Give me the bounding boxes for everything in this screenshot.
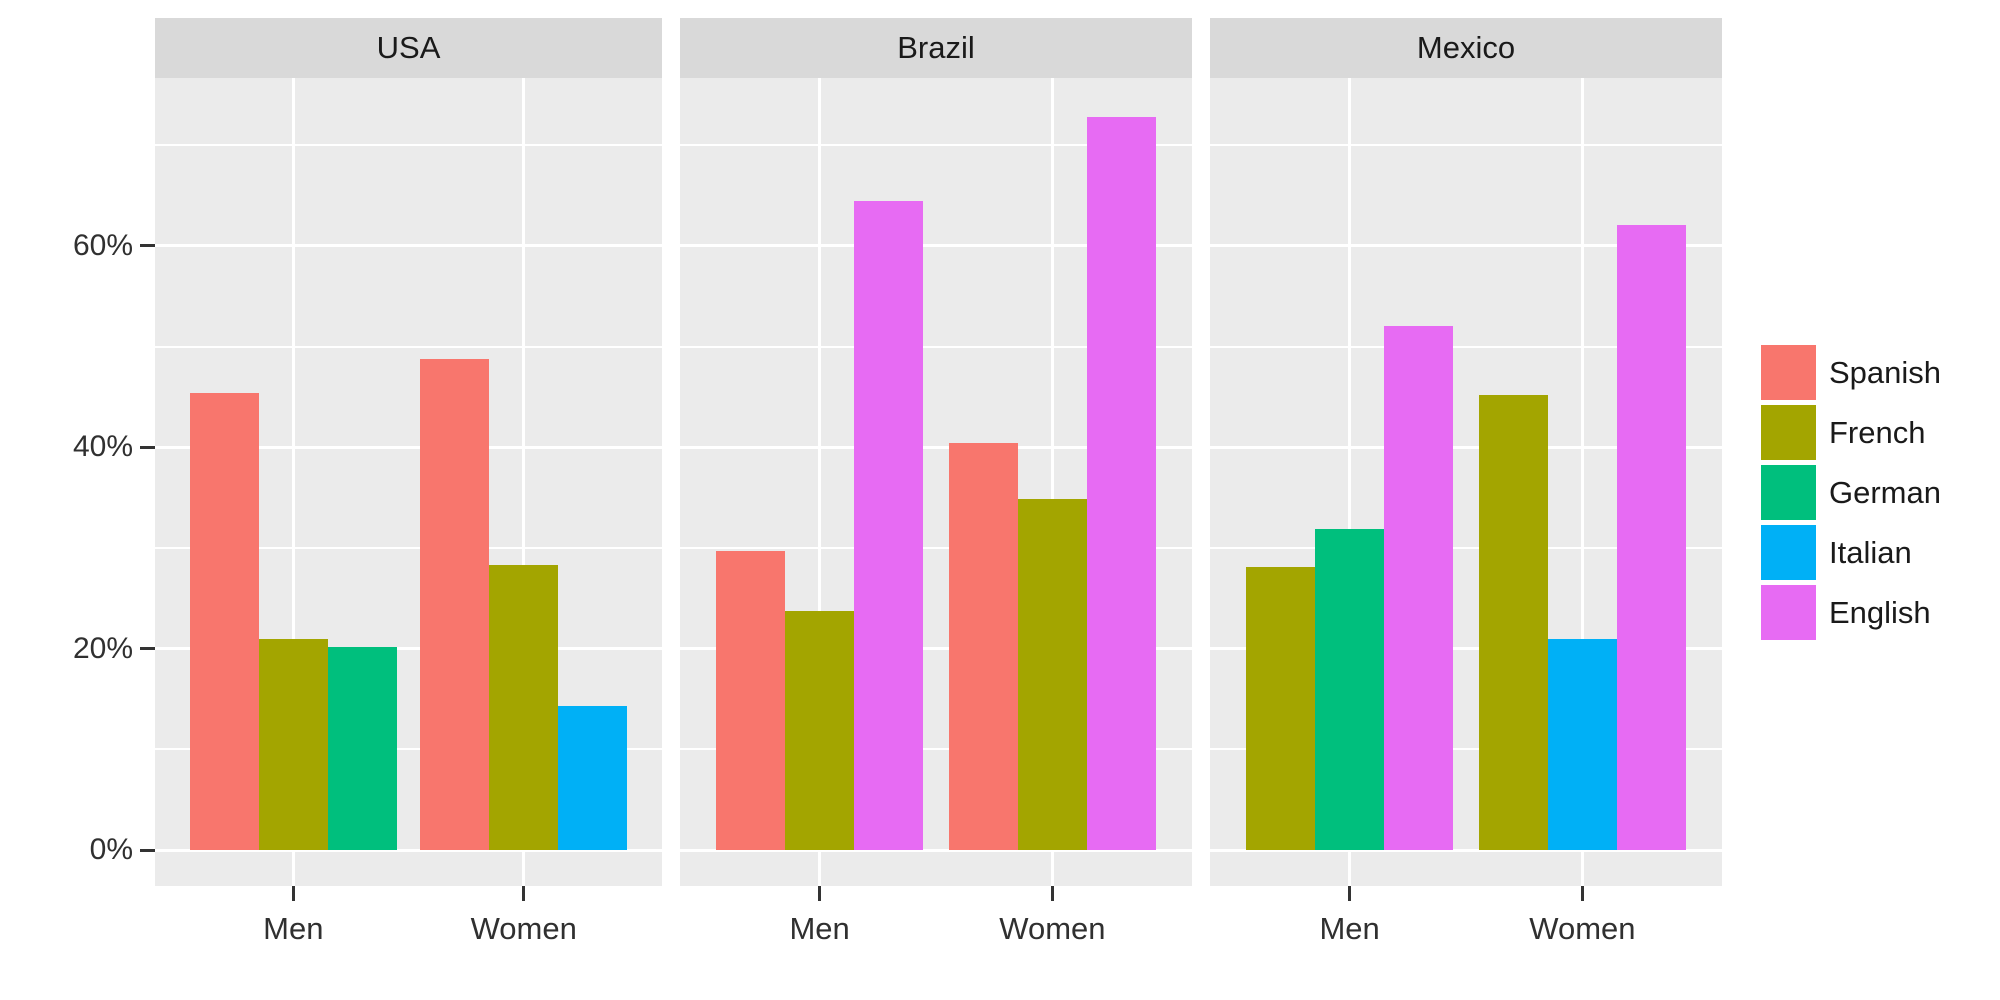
bar-brazil-women-french	[1017, 498, 1087, 850]
x-tick-mark	[818, 886, 822, 901]
legend-item-english: English	[1761, 585, 1941, 640]
y-tick-mark	[140, 445, 155, 449]
y-tick-mark	[140, 647, 155, 651]
minor-gridline	[155, 546, 662, 549]
bar-mexico-women-english	[1616, 224, 1686, 850]
facet-panel-mexico	[1210, 78, 1722, 886]
bar-usa-men-spanish	[189, 392, 259, 850]
facet-panel-brazil	[680, 78, 1192, 886]
bar-usa-women-italian	[558, 706, 628, 850]
bar-brazil-women-spanish	[948, 443, 1018, 850]
legend-label-italian: Italian	[1829, 534, 1912, 570]
x-label-men: Men	[1319, 911, 1380, 946]
legend-item-french: French	[1761, 405, 1941, 460]
bar-usa-women-spanish	[420, 358, 490, 850]
y-label-60-: 60%	[72, 228, 133, 262]
vertical-gridline	[1050, 78, 1054, 886]
bar-usa-men-german	[327, 646, 397, 850]
bar-usa-women-french	[489, 565, 559, 850]
minor-gridline	[680, 546, 1192, 549]
minor-gridline	[680, 345, 1192, 348]
bar-mexico-men-english	[1384, 326, 1454, 850]
legend: Spanish French German Italian English	[1761, 345, 1941, 645]
facet-panel-usa	[155, 78, 662, 886]
minor-gridline	[680, 144, 1192, 147]
y-label-40-: 40%	[72, 430, 133, 464]
x-tick-mark	[1580, 886, 1584, 901]
x-label-men: Men	[789, 911, 850, 946]
legend-label-spanish: Spanish	[1829, 354, 1942, 390]
major-gridline	[1210, 244, 1722, 248]
x-tick-mark	[1348, 886, 1352, 901]
minor-gridline	[1210, 748, 1722, 751]
vertical-gridline	[1580, 78, 1584, 886]
x-label-men: Men	[263, 911, 324, 946]
major-gridline	[680, 244, 1192, 248]
legend-swatch-english	[1761, 585, 1816, 640]
legend-label-french: French	[1829, 414, 1926, 450]
bar-mexico-men-french	[1246, 567, 1316, 850]
minor-gridline	[1210, 144, 1722, 147]
major-gridline	[155, 445, 662, 449]
legend-item-german: German	[1761, 465, 1941, 520]
bar-mexico-men-german	[1315, 528, 1385, 850]
x-label-women: Women	[470, 911, 577, 946]
vertical-gridline	[291, 78, 295, 886]
minor-gridline	[1210, 546, 1722, 549]
x-label-women: Women	[999, 911, 1106, 946]
major-gridline	[1210, 445, 1722, 449]
major-gridline	[680, 445, 1192, 449]
x-label-women: Women	[1529, 911, 1636, 946]
minor-gridline	[155, 144, 662, 147]
minor-gridline	[1210, 345, 1722, 348]
y-label-0-: 0%	[89, 833, 133, 866]
bar-usa-men-french	[258, 638, 328, 850]
minor-gridline	[680, 748, 1192, 751]
minor-gridline	[155, 748, 662, 751]
legend-item-spanish: Spanish	[1761, 345, 1941, 400]
legend-swatch-french	[1761, 405, 1816, 460]
bar-brazil-men-french	[785, 611, 855, 850]
major-gridline	[680, 647, 1192, 651]
bar-brazil-men-english	[854, 200, 924, 850]
bar-mexico-women-french	[1478, 394, 1548, 850]
facet-title: Brazil	[897, 30, 975, 65]
facet-strip-mexico: Mexico	[1210, 18, 1722, 78]
facet-strip-usa: USA	[155, 18, 662, 78]
x-tick-mark	[1050, 886, 1054, 901]
facet-strip-brazil: Brazil	[680, 18, 1192, 78]
facet-title: Mexico	[1416, 30, 1516, 65]
major-gridline	[155, 244, 662, 248]
legend-label-english: English	[1829, 594, 1931, 630]
major-gridline	[680, 848, 1192, 852]
major-gridline	[155, 647, 662, 651]
major-gridline	[155, 848, 662, 852]
y-tick-mark	[140, 244, 155, 248]
bar-mexico-women-italian	[1547, 638, 1617, 850]
facet-title: USA	[376, 30, 441, 65]
major-gridline	[1210, 848, 1722, 852]
vertical-gridline	[1348, 78, 1352, 886]
vertical-gridline	[818, 78, 822, 886]
legend-item-italian: Italian	[1761, 525, 1941, 580]
y-tick-mark	[140, 848, 155, 852]
major-gridline	[1210, 647, 1722, 651]
legend-swatch-italian	[1761, 525, 1816, 580]
minor-gridline	[155, 345, 662, 348]
bar-brazil-men-spanish	[716, 550, 786, 850]
legend-label-german: German	[1829, 474, 1941, 510]
legend-swatch-spanish	[1761, 345, 1816, 400]
bar-brazil-women-english	[1086, 116, 1156, 850]
y-label-20-: 20%	[72, 631, 133, 665]
vertical-gridline	[522, 78, 526, 886]
x-tick-mark	[522, 886, 526, 901]
x-tick-mark	[291, 886, 295, 901]
legend-swatch-german	[1761, 465, 1816, 520]
